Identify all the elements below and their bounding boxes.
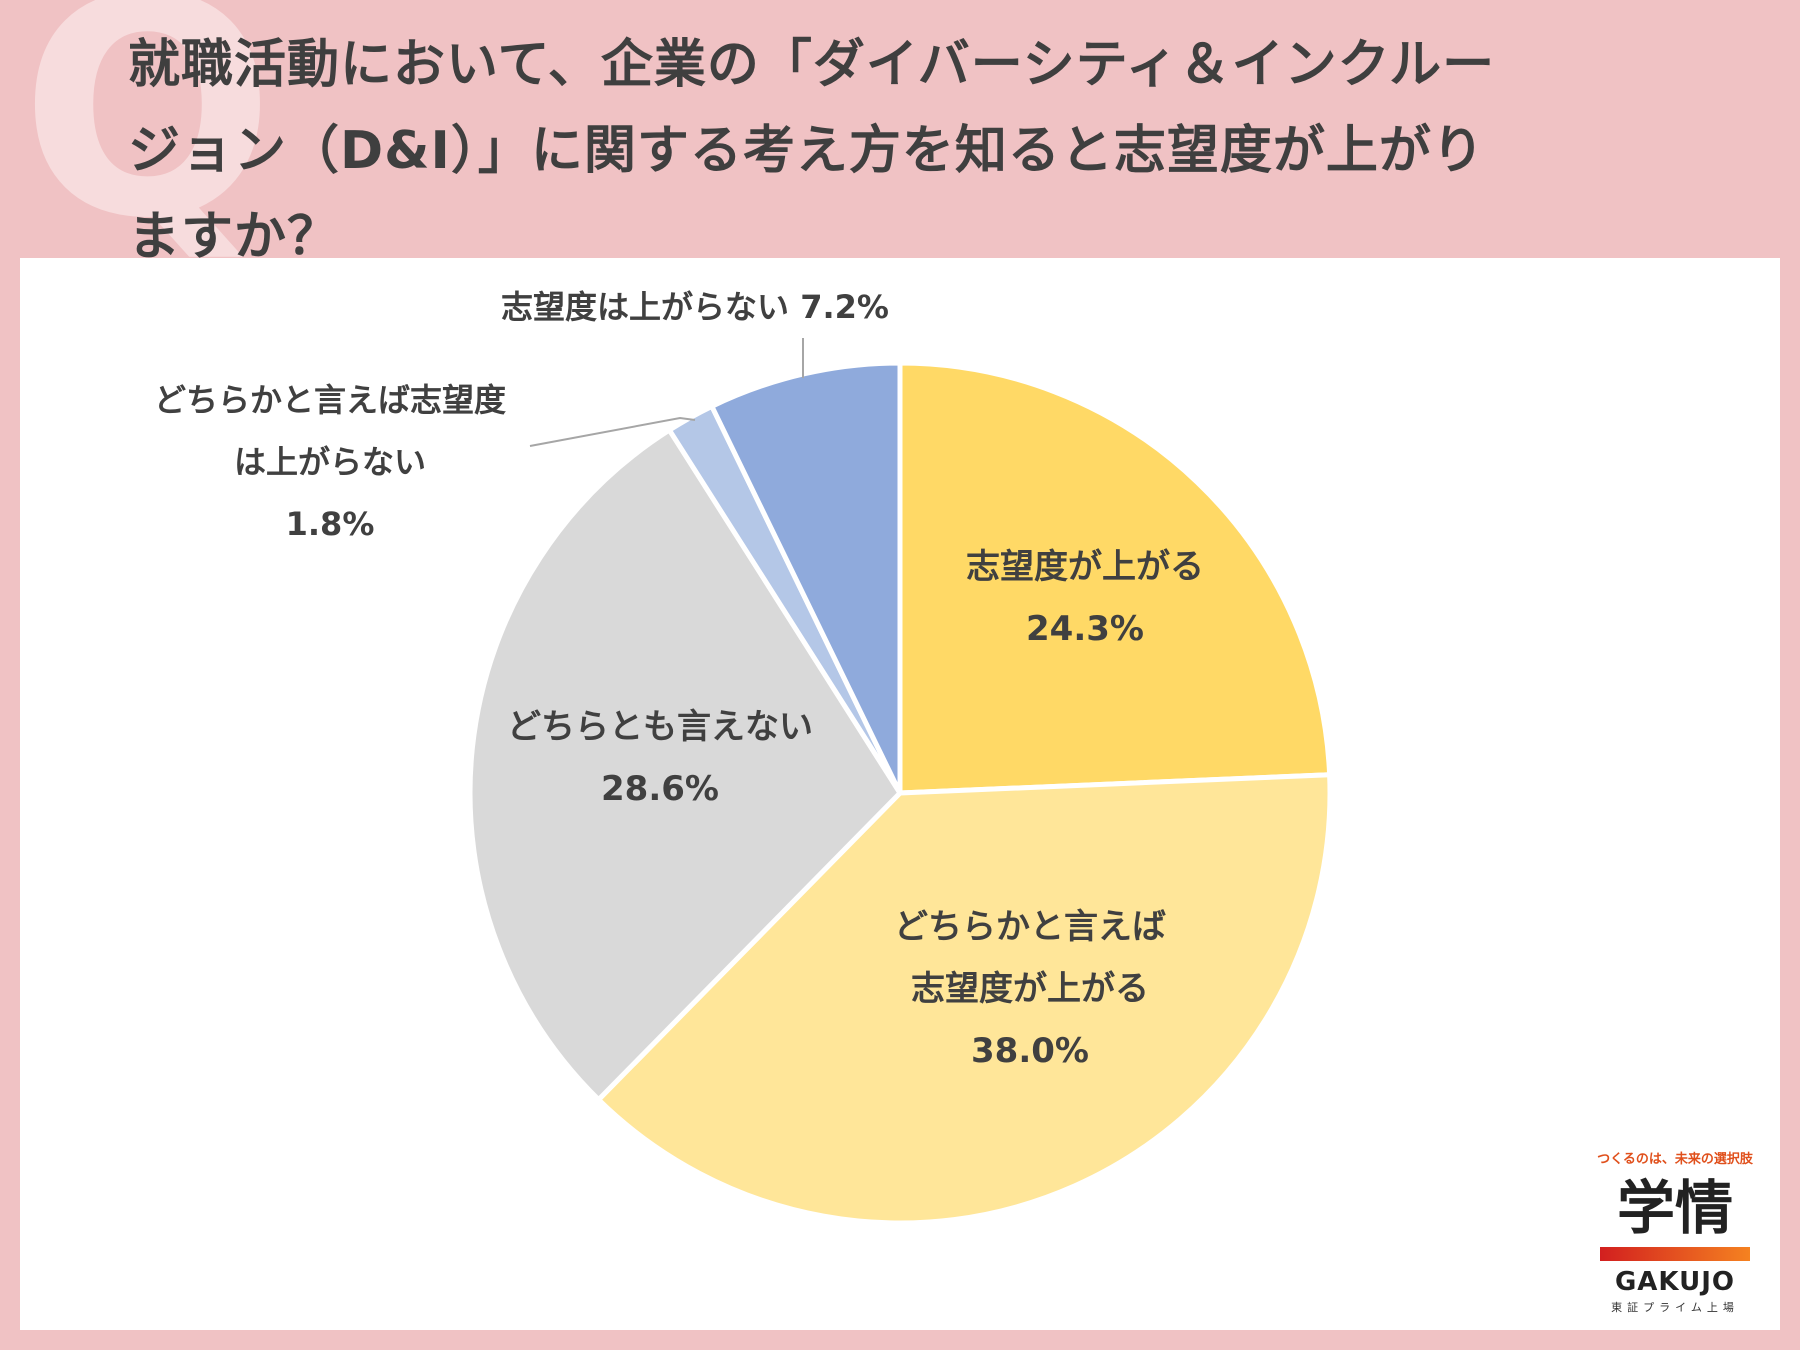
- slice-label-1-0: どちらかと言えば: [894, 907, 1166, 947]
- pie-slice-0: [897, 360, 1333, 796]
- title-line-1: 就職活動において、企業の「ダイバーシティ＆インクルー: [128, 35, 1496, 95]
- gakujo-logo: つくるのは、未来の選択肢 学情 GAKUJO 東証プライム上場: [1590, 1148, 1760, 1318]
- slice-label-3-1: は上がらない: [234, 443, 426, 481]
- page-title: 就職活動において、企業の「ダイバーシティ＆インクルー ジョン（D&I）」に関する…: [128, 22, 1688, 280]
- slice-label-0-0: 志望度が上がる: [966, 547, 1204, 587]
- slice-value-label-3: 1.8%: [286, 505, 375, 543]
- title-line-3: ますか？: [128, 207, 341, 267]
- slice-label-4-0: 志望度は上がらない 7.2%: [501, 288, 889, 326]
- logo-sub: 東証プライム上場: [1611, 1301, 1739, 1314]
- logo-brand: GAKUJO: [1614, 1267, 1736, 1297]
- slice-label-1-1: 志望度が上がる: [911, 969, 1149, 1009]
- q-watermark: Q: [20, 0, 276, 284]
- pie-slice-1: [595, 772, 1333, 1226]
- pie-chart: 志望度が上がる24.3%どちらかと言えば志望度が上がる38.0%どちらとも言えな…: [154, 288, 1333, 1226]
- leader-line-3: [529, 416, 696, 447]
- chart-panel: 志望度が上がる 24.3% どちらかと言えば 志望度が上がる 38.0% どちらとも言えな…: [20, 258, 1780, 1330]
- slice-label-3-0: どちらかと言えば志望度: [154, 381, 506, 419]
- title-line-2: ジョン（D&I）」に関する考え方を知ると志望度が上がり: [128, 121, 1485, 181]
- pie-slice-2: [467, 426, 904, 1104]
- logo-tagline: つくるのは、未来の選択肢: [1597, 1152, 1753, 1167]
- logo-mark: 学情: [1616, 1174, 1733, 1242]
- slice-value-label-2: 28.6%: [601, 769, 719, 809]
- slice-value-label-0: 24.3%: [1026, 609, 1144, 649]
- slice-label-2-0: どちらとも言えない: [507, 707, 813, 747]
- slice-value-label-1: 38.0%: [971, 1031, 1089, 1071]
- logo-bar: [1600, 1247, 1750, 1261]
